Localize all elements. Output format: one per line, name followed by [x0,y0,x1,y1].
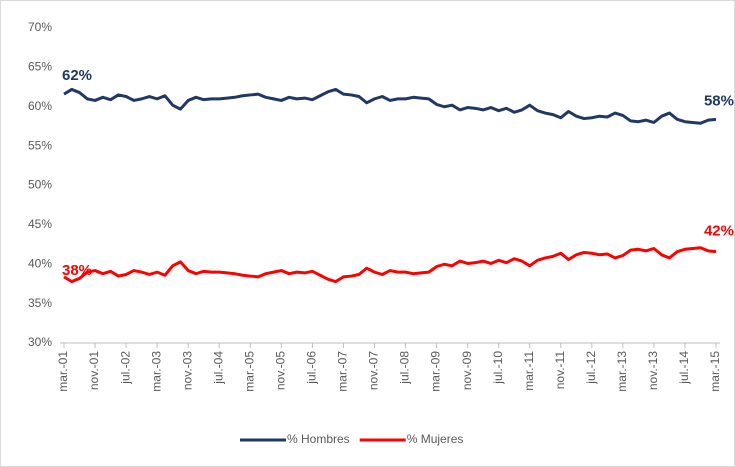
legend-label: % Mujeres [407,432,464,446]
y-tick-label: 35% [28,296,52,310]
series-line [63,246,717,284]
y-tick-label: 65% [28,60,52,74]
x-tick-label: mar.-01 [56,351,70,392]
data-label: 38% [62,262,92,279]
x-tick-label: mar.-07 [336,351,350,392]
x-tick-label: jul.-08 [398,351,412,385]
y-tick-label: 55% [28,138,52,152]
data-label: 58% [704,92,734,109]
x-tick-label: nov.-03 [180,351,194,390]
data-label: 62% [62,67,92,84]
x-tick-label: nov.-05 [274,351,288,390]
data-label: 42% [704,223,734,240]
y-tick-label: 50% [28,178,52,192]
x-tick-label: mar.-09 [429,351,443,392]
x-tick-label: nov.-01 [87,351,101,390]
x-tick-label: nov.-11 [553,351,567,390]
x-tick-label: jul.-02 [118,351,132,385]
y-tick-label: 70% [28,20,52,34]
x-tick-label: mar.-11 [522,351,536,391]
y-tick-label: 40% [28,256,52,270]
x-tick-label: mar.-13 [615,351,629,392]
x-tick-label: nov.-13 [646,351,660,390]
x-tick-label: jul.-14 [677,351,691,385]
x-tick-label: mar.-15 [708,351,722,392]
series-line [63,87,717,125]
y-tick-label: 30% [28,335,52,349]
x-tick-label: jul.-10 [491,351,505,385]
y-tick-label: 45% [28,217,52,231]
y-tick-label: 60% [28,99,52,113]
x-tick-label: jul.-12 [584,351,598,385]
x-tick-label: jul.-04 [211,351,225,385]
x-tick-label: mar.-03 [149,351,163,392]
legend-label: % Hombres [287,432,350,446]
x-tick-label: jul.-06 [305,351,319,385]
x-tick-label: mar.-05 [242,351,256,392]
x-tick-label: nov.-09 [460,351,474,390]
x-tick-label: nov.-07 [367,351,381,390]
